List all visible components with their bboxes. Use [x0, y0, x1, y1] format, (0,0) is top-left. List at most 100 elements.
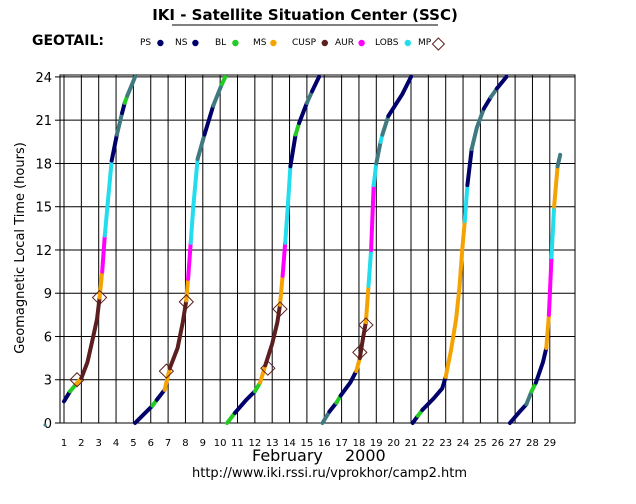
legend-label: AUR	[335, 38, 354, 48]
y-axis-title: Geomagnetic Local Time (hours)	[13, 142, 28, 354]
orbit-segment-mp	[211, 82, 224, 108]
orbit-segment-ms	[97, 269, 105, 300]
x-tick-label: 27	[509, 438, 522, 449]
x-tick-label: 10	[214, 438, 227, 449]
orbit-segment-lobs	[549, 204, 557, 260]
x-tick-label: 18	[353, 438, 366, 449]
x-tick-label: 14	[283, 438, 296, 449]
legend-marker-dot	[404, 39, 411, 47]
legend-marker-diamond	[431, 37, 446, 51]
orbit-segment-ms	[363, 284, 371, 325]
x-tick-label: 15	[301, 438, 314, 449]
legend-label: NS	[175, 38, 188, 48]
mp-crossing-marker	[352, 344, 368, 361]
x-tick-label: 12	[248, 438, 261, 449]
orbit-segment-mp	[555, 152, 563, 169]
x-tick-label: 29	[543, 438, 556, 449]
mp-crossing-marker	[158, 363, 175, 379]
x-tick-label: 16	[318, 438, 331, 449]
orbit-segment-ps	[154, 387, 167, 402]
legend-label: MS	[253, 38, 267, 48]
x-tick-label: 8	[182, 438, 188, 449]
y-tick-label: 9	[44, 287, 52, 302]
mp-crossing-marker	[91, 289, 108, 306]
orbit-segment-ps	[232, 389, 257, 415]
legend-label: LOBS	[375, 38, 399, 48]
orbit-segment-mp	[195, 132, 207, 162]
x-tick-label: 1	[61, 438, 67, 449]
x-tick-label: 28	[526, 438, 539, 449]
page-title: IKI - Satellite Situation Center (SSC)	[152, 6, 458, 24]
orbit-segment-lobs	[188, 157, 200, 245]
legend-marker-dot	[358, 39, 365, 47]
mp-crossing-marker	[178, 294, 195, 310]
x-tick-label: 24	[457, 438, 470, 449]
orbit-segment-ps	[465, 147, 474, 188]
legend-marker-dot	[192, 39, 199, 47]
orbit-segment-bl	[219, 74, 228, 87]
x-tick-label: 25	[474, 438, 487, 449]
orbit-segment-bl	[225, 410, 237, 425]
orbit-segment-ps	[202, 103, 216, 137]
footer-year: 2000	[345, 446, 386, 465]
x-tick-label: 3	[96, 438, 102, 449]
orbit-segment-mp	[469, 106, 486, 151]
x-tick-label: 19	[370, 438, 383, 449]
orbit-segment-ps	[507, 402, 529, 425]
y-tick-label: 24	[35, 71, 52, 86]
orbit-segment-cusp	[79, 295, 102, 381]
mp-crossing-marker	[69, 372, 85, 388]
x-tick-label: 23	[439, 438, 452, 449]
x-axis: 1 2 3 4 5 6 7 8 9 10 11 12 13 14 15 16 17 18 19 20 21 22 23 24 2…	[61, 438, 556, 449]
y-axis: 0 3 6 9 12 15 18 21 24	[35, 71, 60, 432]
legend-label: MP	[418, 38, 432, 48]
orbit-segment-bl	[293, 121, 302, 137]
orbit-track	[133, 74, 228, 425]
orbit-segment-ps	[533, 346, 549, 385]
orbit-segment-lobs	[371, 161, 379, 188]
orbit-segment-ps	[481, 95, 493, 111]
legend-marker-dot	[232, 39, 239, 47]
x-tick-label: 20	[387, 438, 400, 449]
orbit-segment-mp	[374, 139, 383, 166]
orbit-segment-ms	[184, 276, 191, 303]
footer-url: http://www.iki.rssi.ru/vprokhor/camp2.ht…	[192, 466, 467, 481]
orbit-segment-aur	[546, 255, 554, 317]
orbit-segment-ps	[310, 74, 321, 94]
y-tick-label: 0	[44, 417, 52, 432]
orbit-segment-lobs	[102, 158, 114, 238]
orbit-segment-aur	[186, 240, 193, 281]
orbit-segment-ms	[544, 312, 551, 350]
x-tick-label: 13	[266, 438, 279, 449]
orbit-segment-mp	[380, 113, 391, 137]
x-tick-label: 2	[78, 438, 84, 449]
x-tick-label: 7	[165, 438, 171, 449]
y-tick-label: 3	[44, 374, 52, 389]
orbit-track	[62, 74, 138, 404]
orbit-segment-aur	[100, 233, 107, 274]
orbit-segment-cusp	[357, 320, 368, 361]
legend: PS NS BL MS CUSP AUR LOBS MP	[140, 37, 446, 51]
x-tick-label: 5	[130, 438, 136, 449]
legend-marker-dot	[157, 39, 164, 47]
orbit-segment-ps	[386, 74, 413, 118]
legend-label: CUSP	[292, 38, 317, 48]
orbit-segment-lobs	[462, 183, 470, 224]
y-tick-label: 21	[35, 114, 52, 129]
orbit-segment-ps	[297, 100, 309, 126]
footer-month: February	[252, 446, 323, 465]
orbit-track	[507, 152, 563, 425]
x-tick-label: 9	[200, 438, 206, 449]
x-tick-label: 4	[113, 438, 119, 449]
orbit-segment-cusp	[263, 302, 282, 368]
orbit-segment-ms	[258, 363, 268, 385]
legend-label: BL	[215, 38, 226, 48]
legend-marker-dot	[270, 39, 277, 47]
orbit-segment-mp	[524, 389, 534, 407]
y-tick-label: 15	[35, 201, 52, 216]
orbit-track	[410, 74, 509, 425]
orbit-segment-ps	[494, 74, 509, 91]
x-tick-label: 17	[335, 438, 348, 449]
mp-crossing-marker	[272, 301, 288, 317]
